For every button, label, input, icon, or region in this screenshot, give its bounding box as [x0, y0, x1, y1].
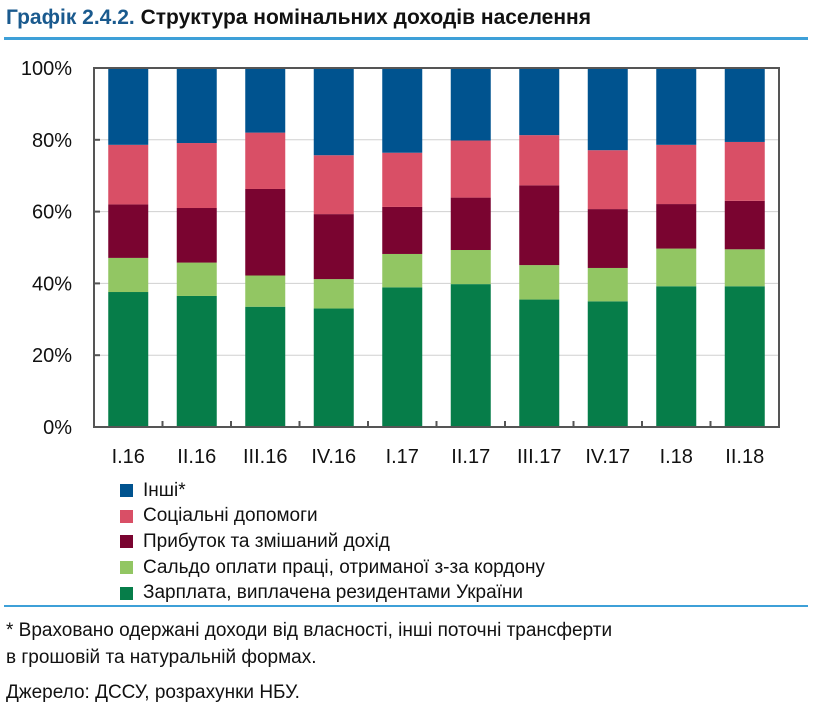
legend-label: Соціальні допомоги	[143, 505, 318, 527]
bar-segment	[382, 206, 423, 254]
bar-segment	[519, 299, 560, 427]
bar-segment	[656, 286, 697, 427]
bar-segment	[245, 132, 286, 189]
bar-segment	[724, 68, 765, 142]
x-tick-label: I.17	[386, 446, 419, 468]
bar-segment	[313, 308, 354, 427]
y-tick-label: 40%	[32, 273, 72, 295]
legend-label: Зарплата, виплачена резидентами України	[143, 582, 524, 604]
bar-segment	[656, 248, 697, 287]
chart-title: Графік 2.4.2. Структура номінальних дохо…	[6, 6, 591, 30]
bar-segment	[587, 68, 628, 151]
bar-segment	[519, 68, 560, 136]
x-tick-label: I.16	[112, 446, 145, 468]
bar-segment	[656, 144, 697, 205]
legend-item: Соціальні допомоги	[120, 504, 545, 530]
legend-swatch	[120, 586, 133, 600]
title-prefix: Графік 2.4.2.	[6, 6, 135, 29]
bar-segment	[176, 262, 217, 296]
title-text: Структура номінальних доходів населення	[140, 6, 591, 29]
bar-segment	[313, 155, 354, 215]
bar-segment	[108, 292, 149, 427]
source-note: Джерело: ДССУ, розрахунки НБУ.	[6, 682, 300, 703]
bar-segment	[656, 204, 697, 249]
footnote-rule	[4, 605, 808, 607]
bar-segment	[245, 68, 286, 133]
bar-segment	[450, 68, 491, 141]
legend-swatch	[120, 535, 133, 549]
bar-segment	[176, 143, 217, 209]
plot-frame	[93, 67, 780, 428]
footnote-line-2: в грошовій та натуральній формах.	[6, 647, 317, 668]
bar-segment	[450, 197, 491, 251]
x-tick-label: III.17	[517, 446, 561, 468]
bar-segment	[519, 185, 560, 266]
bar-segment	[313, 214, 354, 280]
legend-item: Прибуток та змішаний дохід	[120, 529, 545, 555]
bar-segment	[724, 141, 765, 201]
bar-segment	[450, 284, 491, 427]
legend-item: Зарплата, виплачена резидентами України	[120, 580, 545, 606]
x-tick-label: IV.17	[585, 446, 630, 468]
stacked-bar-chart: 0% 20% 40% 60% 80% 100% I.16 II.16 III.16 IV.16 I.…	[21, 58, 780, 468]
title-rule	[4, 37, 808, 40]
bar-segment	[519, 265, 560, 300]
legend-label: Інші*	[143, 479, 186, 501]
y-tick-label: 20%	[32, 345, 72, 367]
bar-segment	[450, 140, 491, 198]
bar-segment	[313, 68, 354, 156]
bar-segment	[587, 150, 628, 210]
bar-segment	[587, 301, 628, 427]
bar-segment	[382, 287, 423, 427]
bar-segment	[724, 286, 765, 427]
legend-swatch	[120, 509, 133, 523]
legend-label: Сальдо оплати праці, отриманої з-за корд…	[143, 556, 545, 578]
bar-segment	[245, 275, 286, 307]
bar-segment	[382, 152, 423, 207]
bar-segment	[587, 267, 628, 302]
bar-segment	[313, 279, 354, 309]
bar-segment	[176, 208, 217, 263]
bar-segment	[450, 250, 491, 285]
legend: Інші* Соціальні допомоги Прибуток та зміша…	[120, 478, 545, 606]
bar-segment	[519, 135, 560, 186]
x-tick-label: I.18	[660, 446, 693, 468]
y-tick-label: 100%	[21, 58, 72, 80]
y-tick-label: 0%	[43, 417, 72, 439]
bar-segment	[382, 253, 423, 288]
legend-item: Інші*	[120, 478, 545, 504]
bar-segment	[656, 68, 697, 145]
legend-swatch	[120, 561, 133, 575]
bar-segment	[108, 257, 149, 293]
x-tick-label: II.18	[725, 446, 764, 468]
bar-segment	[724, 249, 765, 287]
bar-segment	[108, 204, 149, 258]
bar-segment	[724, 200, 765, 250]
bar-segment	[108, 68, 149, 145]
legend-swatch	[120, 484, 133, 498]
y-tick-label: 80%	[32, 130, 72, 152]
x-tick-label: III.16	[243, 446, 287, 468]
bar-segment	[176, 68, 217, 144]
x-tick-label: II.17	[451, 446, 490, 468]
footnote-line-1: * Враховано одержані доходи від власност…	[6, 620, 613, 641]
bar-segment	[108, 144, 149, 205]
bar-segment	[176, 295, 217, 427]
bar-segment	[587, 209, 628, 268]
bar-segment	[245, 306, 286, 427]
y-tick-label: 60%	[32, 202, 72, 224]
legend-item: Сальдо оплати праці, отриманої з-за корд…	[120, 555, 545, 581]
x-tick-label: II.16	[177, 446, 216, 468]
x-tick-label: IV.16	[311, 446, 356, 468]
bar-segment	[245, 188, 286, 276]
legend-label: Прибуток та змішаний дохід	[143, 530, 390, 552]
bar-segment	[382, 68, 423, 153]
